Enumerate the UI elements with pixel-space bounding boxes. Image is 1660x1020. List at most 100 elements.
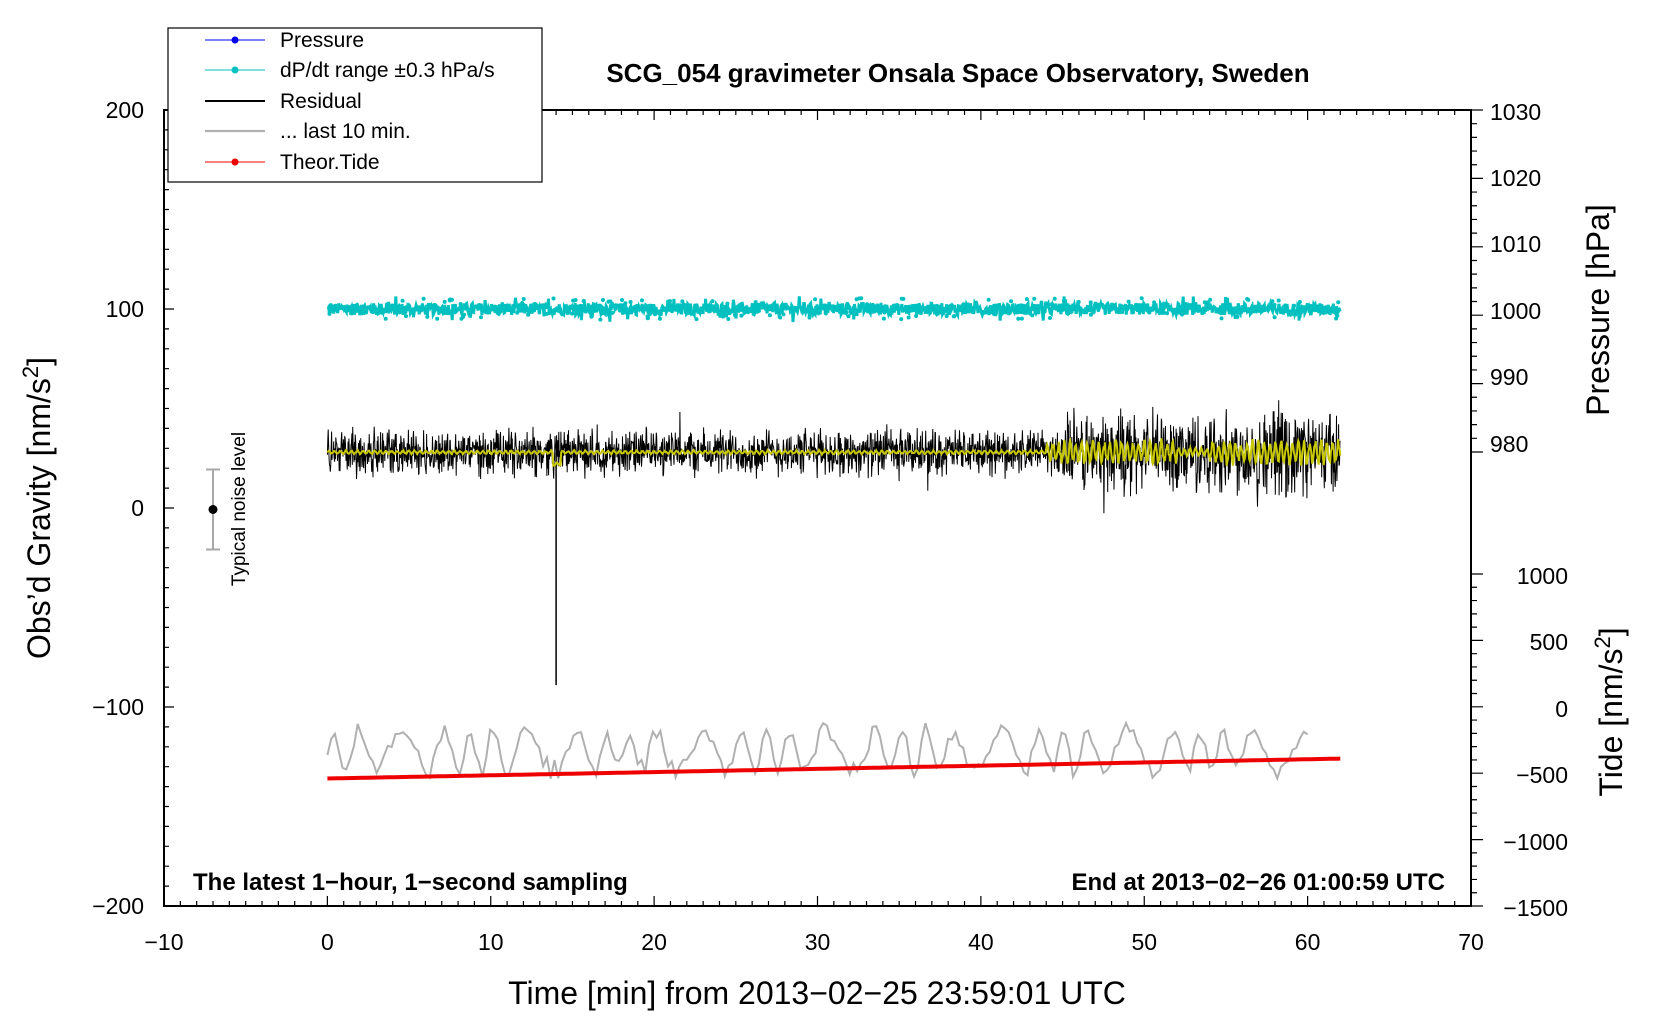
legend-entry-pressure: Pressure — [205, 29, 364, 52]
legend-box — [167, 27, 543, 183]
pressure-axis-title: Pressure [hPa] — [1580, 204, 1616, 416]
legend-marker-tide — [231, 158, 239, 166]
tide-tick-label: −1000 — [1503, 829, 1568, 855]
tide-tick-label: −1500 — [1503, 895, 1568, 921]
dpdt-point — [1139, 296, 1144, 301]
dpdt-point — [1069, 304, 1074, 309]
dpdt-point — [526, 312, 531, 317]
dpdt-point — [1162, 310, 1166, 315]
dpdt-point — [986, 297, 991, 302]
chart-title: SCG_054 gravimeter Onsala Space Observat… — [606, 58, 1309, 88]
dpdt-point — [598, 317, 603, 322]
legend-entry-last10: ... last 10 min. — [205, 120, 411, 143]
dpdt-point — [732, 306, 737, 310]
dpdt-point — [859, 296, 864, 301]
dpdt-point — [327, 311, 332, 316]
dpdt-point — [1208, 297, 1213, 302]
dpdt-point — [844, 310, 849, 315]
x-tick-labels: −10 0 10 20 30 40 50 60 70 — [144, 929, 1483, 955]
x-tick-label: −10 — [144, 929, 183, 955]
dpdt-point — [459, 316, 464, 321]
x-axis-title: Time [min] from 2013−02−25 23:59:01 UTC — [508, 975, 1126, 1011]
dpdt-point — [823, 311, 828, 316]
dpdt-point — [784, 305, 789, 310]
dpdt-point — [961, 302, 966, 307]
y-left-tick-label: 0 — [131, 495, 144, 521]
dpdt-point — [1283, 309, 1288, 314]
dpdt-point — [1272, 315, 1277, 320]
dpdt-point — [767, 313, 772, 318]
legend-label-dpdt: dP/dt range ±0.3 hPa/s — [280, 59, 495, 82]
dpdt-point — [1117, 307, 1122, 312]
dpdt-point — [349, 311, 354, 316]
dpdt-point — [1061, 298, 1066, 303]
dpdt-point — [936, 308, 941, 312]
dpdt-point — [384, 302, 389, 307]
dpdt-point — [751, 312, 756, 317]
dpdt-point — [889, 305, 894, 310]
dpdt-point — [1323, 305, 1328, 310]
dpdt-point — [606, 299, 611, 304]
dpdt-point — [573, 298, 578, 302]
dpdt-point — [404, 314, 408, 319]
y-left-tick-label: −200 — [92, 893, 144, 919]
dpdt-point — [680, 299, 685, 304]
tide-tick-label: −500 — [1516, 762, 1568, 788]
dpdt-point — [1082, 310, 1087, 315]
x-tick-label: 70 — [1458, 929, 1484, 955]
x-tick-label: 40 — [968, 929, 994, 955]
dpdt-point — [668, 303, 673, 308]
x-tick-label: 10 — [478, 929, 504, 955]
dpdt-point — [1205, 306, 1210, 311]
y-left-tick-label: 100 — [106, 296, 144, 322]
dpdt-point — [521, 297, 526, 301]
dpdt-point — [493, 309, 498, 314]
dpdt-point — [458, 302, 463, 306]
dpdt-point — [1009, 299, 1014, 304]
dpdt-point — [876, 308, 881, 313]
dpdt-point — [1016, 316, 1021, 321]
dpdt-point — [710, 299, 715, 304]
dpdt-point — [692, 305, 697, 310]
dpdt-point — [912, 305, 917, 310]
dpdt-point — [860, 303, 865, 308]
dpdt-point — [442, 299, 447, 304]
dpdt-point — [479, 315, 483, 320]
dpdt-point — [532, 302, 537, 307]
dpdt-point — [628, 300, 633, 304]
dpdt-point — [379, 305, 384, 310]
dpdt-point — [328, 303, 333, 308]
dpdt-point — [854, 297, 859, 302]
dpdt-point — [1049, 302, 1054, 307]
dpdt-point — [668, 299, 672, 304]
x-tick-label: 60 — [1295, 929, 1321, 955]
sampling-annotation: The latest 1−hour, 1−second sampling — [193, 869, 628, 896]
dpdt-point — [883, 304, 888, 309]
dpdt-point — [521, 308, 525, 313]
dpdt-point — [483, 309, 488, 314]
dpdt-point — [1129, 304, 1134, 309]
dpdt-point — [724, 311, 729, 316]
legend-entry-dpdt: dP/dt range ±0.3 hPa/s — [205, 59, 495, 82]
dpdt-point — [1088, 300, 1093, 305]
dpdt-point — [610, 310, 615, 315]
dpdt-point — [435, 316, 440, 321]
dpdt-point — [397, 310, 402, 315]
legend-marker-dpdt — [231, 66, 239, 74]
dpdt-point — [462, 312, 467, 317]
dpdt-point — [1032, 296, 1037, 301]
dpdt-point — [653, 312, 657, 317]
dpdt-point — [1336, 300, 1341, 305]
dpdt-point — [396, 305, 401, 310]
dpdt-point — [640, 298, 644, 303]
smoothed-residual-line — [326, 436, 1342, 468]
dpdt-point — [1219, 316, 1224, 321]
end-time-annotation: End at 2013−02−26 01:00:59 UTC — [1071, 869, 1445, 896]
tide-axis-title: Tide [nm/s2] — [1590, 627, 1629, 796]
dpdt-point — [1292, 303, 1297, 308]
dpdt-point — [1109, 307, 1114, 312]
dpdt-point — [1202, 300, 1207, 305]
dpdt-point — [1297, 314, 1302, 319]
dpdt-point — [1304, 306, 1309, 311]
dpdt-point — [412, 307, 417, 312]
